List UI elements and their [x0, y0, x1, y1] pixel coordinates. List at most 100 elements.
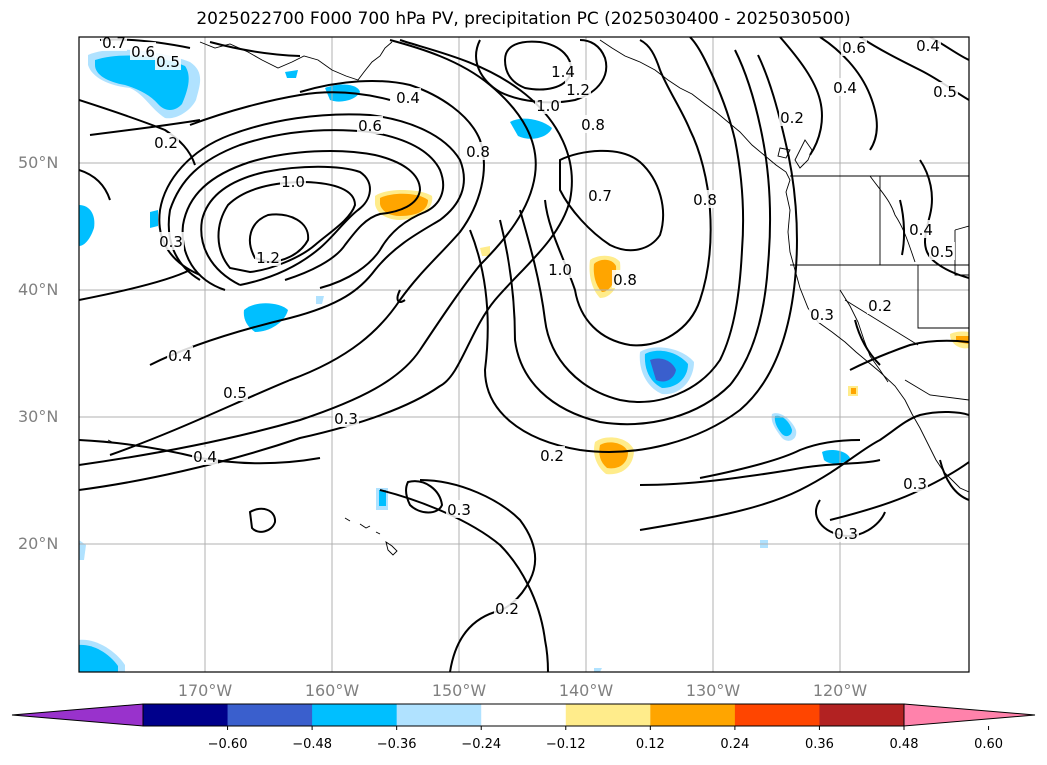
lon-label: 120°W — [812, 681, 868, 700]
contour-label: 0.4 — [833, 79, 857, 97]
contour-label: 1.4 — [551, 63, 575, 81]
contour-label-bg — [550, 62, 576, 80]
contour-label-bg — [841, 38, 867, 56]
contour-label: 0.7 — [102, 34, 126, 52]
colorbar-tick-label: −0.48 — [292, 737, 333, 752]
figure-title: 2025022700 F000 700 hPa PV, precipitatio… — [196, 9, 851, 29]
contour-label-bg — [929, 242, 955, 260]
contour-label: 0.6 — [842, 39, 866, 57]
colorbar-tick-label: 0.48 — [889, 737, 919, 752]
contour-label: 0.8 — [693, 191, 717, 209]
contour-label: 1.0 — [536, 97, 560, 115]
contour-label-bg — [446, 500, 472, 518]
colorbar-tick-label: −0.60 — [207, 737, 248, 752]
contour-label: 0.3 — [834, 525, 858, 543]
contour-label-bg — [809, 305, 835, 323]
colorbar-segment — [227, 704, 313, 726]
contour-label-bg — [222, 383, 248, 401]
contour-label-bg — [167, 346, 193, 364]
contour-label-bg — [833, 524, 859, 542]
contour-label-bg — [779, 108, 805, 126]
contour-label: 0.3 — [810, 306, 834, 324]
colorbar-extend-right — [903, 703, 1036, 727]
contour-label: 0.8 — [581, 116, 605, 134]
contour-label: 0.4 — [916, 37, 940, 55]
contour-label-bg — [494, 599, 520, 617]
contour-label-bg — [612, 270, 638, 288]
colorbar-tick-label: 0.60 — [974, 737, 1004, 752]
contour-label-bg — [130, 42, 156, 60]
colorbar-tick-label: −0.36 — [376, 737, 417, 752]
contour-label-bg — [357, 116, 383, 134]
colorbar-tick-label: −0.24 — [461, 737, 502, 752]
contour-label-bg — [465, 142, 491, 160]
contour-label: 0.5 — [933, 83, 957, 101]
lon-label: 170°W — [177, 681, 233, 700]
colorbar — [11, 703, 1036, 730]
contour-label-bg — [255, 248, 281, 266]
lon-label: 160°W — [304, 681, 360, 700]
contour-label: 0.4 — [396, 89, 420, 107]
contour-label: 0.4 — [193, 448, 217, 466]
contour-label: 0.6 — [358, 117, 382, 135]
colorbar-tick-label: 0.36 — [804, 737, 834, 752]
contour-label-bg — [535, 96, 561, 114]
contour-label: 0.8 — [613, 271, 637, 289]
lat-label: 40°N — [18, 280, 59, 299]
contour-label-bg — [692, 190, 718, 208]
contour-labels: 0.7 0.60.50.40.60.2 0.81.01.20.31.41.21.00… — [101, 33, 958, 618]
contour-label: 0.2 — [868, 297, 892, 315]
contour-label: 0.6 — [131, 43, 155, 61]
lon-label: 140°W — [558, 681, 614, 700]
contour-label: 0.5 — [223, 384, 247, 402]
colorbar-tick-label: 0.24 — [720, 737, 750, 752]
contour-label-bg — [153, 133, 179, 151]
contour-label: 0.2 — [495, 600, 519, 618]
contour-label: 0.3 — [334, 410, 358, 428]
contour-label-bg — [932, 82, 958, 100]
contour-label-bg — [155, 52, 181, 70]
contour-label-bg — [908, 220, 934, 238]
contour-label: 0.2 — [780, 109, 804, 127]
plot-area — [79, 37, 969, 672]
lat-label: 30°N — [18, 407, 59, 426]
contour-label-bg — [395, 88, 421, 106]
contour-label-bg — [832, 78, 858, 96]
contour-label: 0.3 — [903, 475, 927, 493]
lat-label: 50°N — [18, 153, 59, 172]
contour-label: 0.2 — [540, 447, 564, 465]
gridlines — [79, 37, 969, 672]
contour-label-bg — [547, 260, 573, 278]
colorbar-tick-label: 0.12 — [635, 737, 665, 752]
lon-label: 150°W — [431, 681, 487, 700]
contour-label: 0.8 — [466, 143, 490, 161]
contour-label-bg — [192, 447, 218, 465]
contour-label-bg — [915, 36, 941, 54]
contour-label: 1.0 — [548, 261, 572, 279]
contour-label-bg — [580, 115, 606, 133]
contour-label-bg — [565, 80, 591, 98]
contour-label: 1.0 — [281, 173, 305, 191]
contour-label: 0.3 — [447, 501, 471, 519]
colorbar-extend-left — [11, 703, 144, 727]
colorbar-segment — [396, 704, 482, 726]
lat-label: 20°N — [18, 534, 59, 553]
contour-label: 0.2 — [154, 134, 178, 152]
colorbar-segment — [819, 704, 905, 726]
colorbar-tick-label: −0.12 — [545, 737, 586, 752]
pv-contours — [79, 37, 969, 672]
colorbar-segment — [143, 704, 229, 726]
contour-label-bg — [280, 172, 306, 190]
contour-label: 0.4 — [168, 347, 192, 365]
lon-label: 130°W — [685, 681, 741, 700]
contour-label: 1.2 — [256, 249, 280, 267]
contour-label: 0.5 — [930, 243, 954, 261]
contour-label-bg — [539, 446, 565, 464]
colorbar-segment — [565, 704, 651, 726]
contour-label: 0.5 — [156, 53, 180, 71]
plot-frame — [78, 36, 970, 673]
contour-label: 0.3 — [159, 233, 183, 251]
contour-label-bg — [902, 474, 928, 492]
contour-label-bg — [587, 186, 613, 204]
